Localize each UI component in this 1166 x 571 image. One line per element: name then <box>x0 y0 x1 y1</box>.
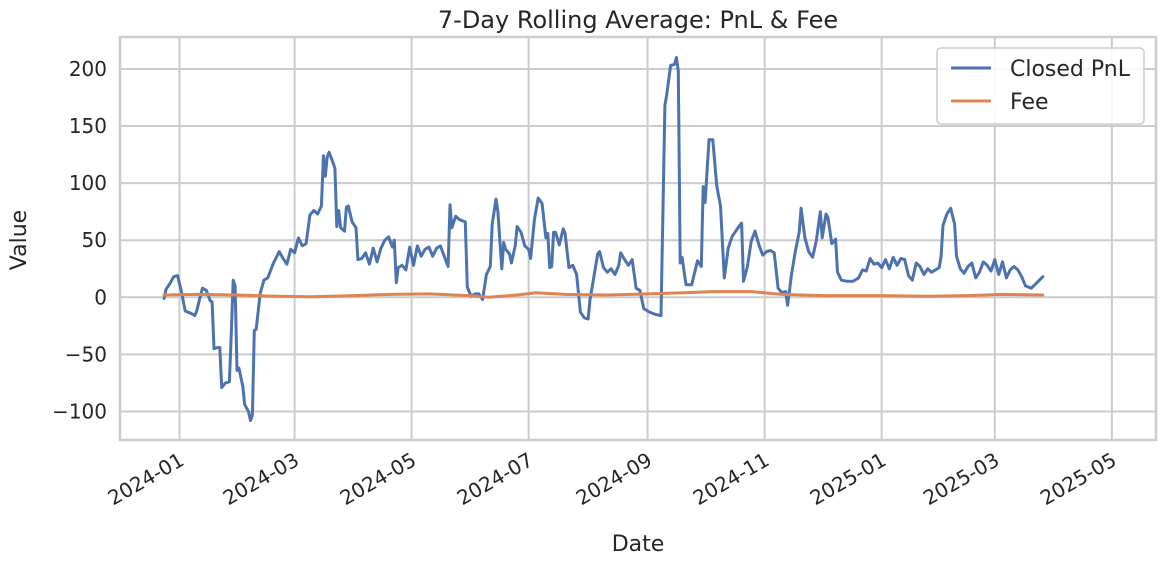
y-tick-label: 200 <box>69 57 107 81</box>
y-tick-label: 150 <box>69 114 107 138</box>
y-axis-label: Value <box>7 210 32 270</box>
x-tick-label: 2025-05 <box>1036 448 1120 511</box>
x-tick-label: 2024-09 <box>572 448 656 511</box>
plot-frame <box>118 35 1158 442</box>
x-tick-label: 2025-01 <box>806 448 890 511</box>
x-tick-label: 2024-03 <box>219 448 303 511</box>
series-line-fee <box>162 290 1045 299</box>
chart-title: 7-Day Rolling Average: PnL & Fee <box>438 6 838 34</box>
y-axis: −100 −50 0 50 100 150 200 <box>52 57 107 423</box>
y-tick-label: −50 <box>65 342 107 366</box>
legend-label-closed-pnl: Closed PnL <box>1010 57 1131 82</box>
legend-label-fee: Fee <box>1010 90 1049 115</box>
x-axis-label: Date <box>612 532 665 557</box>
x-tick-label: 2025-03 <box>919 448 1003 511</box>
y-tick-label: 100 <box>69 171 107 195</box>
x-axis: 2024-01 2024-03 2024-05 2024-07 2024-09 2024-… <box>104 448 1121 511</box>
x-tick-label: 2024-11 <box>689 448 773 511</box>
x-tick-label: 2024-07 <box>453 448 537 511</box>
legend: Closed PnL Fee <box>936 47 1145 125</box>
x-tick-label: 2024-05 <box>336 448 420 511</box>
y-tick-label: 50 <box>82 228 107 252</box>
series-line-closed-pnl <box>162 56 1045 423</box>
y-tick-label: −100 <box>52 399 107 423</box>
series-lines <box>162 56 1045 423</box>
x-tick-label: 2024-01 <box>104 448 188 511</box>
y-tick-label: 0 <box>94 285 107 309</box>
